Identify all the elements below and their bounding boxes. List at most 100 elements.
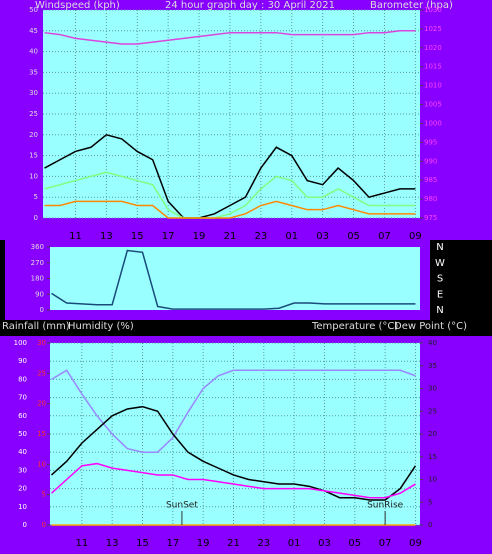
y-tick-label: 15 — [37, 430, 46, 438]
y-tick-label: 50 — [29, 6, 38, 14]
x-tick-label: 19 — [193, 231, 206, 242]
y-tick-label: 980 — [424, 195, 437, 203]
compass-label: E — [437, 289, 443, 300]
y-tick-label: 90 — [35, 290, 44, 298]
plot-area — [50, 247, 420, 310]
x-tick-label: 17 — [162, 231, 175, 242]
y-tick-label: 5 — [42, 491, 46, 499]
x-tick-label: 07 — [379, 538, 392, 549]
y3-label: Rainfall (mm) — [2, 321, 70, 332]
y-tick-label: 990 — [424, 157, 437, 165]
x-tick-label: 01 — [285, 231, 298, 242]
compass-label: N — [436, 305, 443, 316]
plot-area — [43, 10, 420, 218]
y-label: Windspeed (kph) — [35, 0, 120, 11]
y-tick-label: 10 — [29, 172, 38, 180]
x-tick-label: 05 — [348, 538, 361, 549]
y-tick-label: 80 — [18, 375, 27, 383]
y-tick-label: 1025 — [424, 25, 442, 33]
x-tick-label: 13 — [106, 538, 119, 549]
x-tick-label: 23 — [254, 231, 267, 242]
y-tick-label: 15 — [29, 152, 38, 160]
x-tick-label: 21 — [227, 538, 240, 549]
x-tick-label: 01 — [288, 538, 301, 549]
y-tick-label: 25 — [29, 110, 38, 118]
x-tick-label: 09 — [409, 231, 422, 242]
y-tick-label: 40 — [18, 448, 27, 456]
y-tick-label: 0 — [40, 306, 44, 314]
y-tick-label: 30 — [18, 466, 27, 474]
y-tick-label: 1030 — [424, 6, 442, 14]
y-tick-label: 90 — [18, 357, 27, 365]
series-line — [51, 405, 417, 501]
y-tick-label: 25 — [37, 369, 46, 377]
x-tick-label: 11 — [75, 538, 88, 549]
y-tick-label: 10 — [428, 476, 437, 484]
x-tick-label: 11 — [69, 231, 82, 242]
y-tick-label: 45 — [29, 27, 38, 35]
y-tick-label: 35 — [29, 68, 38, 76]
x-tick-label: 21 — [224, 231, 237, 242]
y-tick-label: 360 — [31, 243, 44, 251]
y-tick-label: 1000 — [424, 119, 442, 127]
x-tick-label: 13 — [100, 231, 113, 242]
y-tick-label: 40 — [428, 339, 437, 347]
y-tick-label: 20 — [29, 131, 38, 139]
y-tick-label: 20 — [37, 400, 46, 408]
x-tick-label: 03 — [318, 538, 331, 549]
x-tick-label: 17 — [166, 538, 179, 549]
y-tick-label: 995 — [424, 138, 437, 146]
y-tick-label: 70 — [18, 394, 27, 402]
series-line — [51, 369, 416, 453]
series-line — [44, 30, 416, 45]
compass-label: S — [437, 274, 443, 285]
y-tick-label: 1005 — [424, 101, 442, 109]
series-line — [44, 200, 416, 219]
x-tick-label: 03 — [316, 231, 329, 242]
y-tick-label: 20 — [428, 430, 437, 438]
y-tick-label: 30 — [29, 89, 38, 97]
x-tick-label: 05 — [347, 231, 360, 242]
y-tick-label: 5 — [34, 193, 38, 201]
y-tick-label: 60 — [18, 412, 27, 420]
y-tick-label: 20 — [18, 485, 27, 493]
y-tick-label: 35 — [428, 362, 437, 370]
y-tick-label: 1015 — [424, 63, 442, 71]
y-tick-label: 25 — [428, 407, 437, 415]
title: 24 hour graph day : 30 April 2021 — [165, 0, 335, 11]
y-tick-label: 1020 — [424, 44, 442, 52]
x-tick-label: 23 — [257, 538, 270, 549]
compass-label: W — [435, 258, 445, 269]
series-line — [44, 171, 416, 219]
x-tick-label: 15 — [131, 231, 144, 242]
y2-label: Barometer (hpa) — [370, 0, 453, 11]
y-tick-label: 5 — [428, 498, 432, 506]
y2-label: Dew Point (°C) — [394, 321, 467, 332]
y-tick-label: 10 — [18, 503, 27, 511]
y-tick-label: 0 — [42, 521, 46, 529]
y-tick-label: 0 — [23, 521, 27, 529]
y-tick-label: 100 — [14, 339, 27, 347]
y-tick-label: 975 — [424, 214, 437, 222]
y-tick-label: 40 — [29, 48, 38, 56]
y-tick-label: 30 — [37, 339, 46, 347]
y-tick-label: 0 — [428, 521, 432, 529]
y2-label: Temperature (°C) — [311, 321, 398, 332]
series-line — [44, 133, 416, 219]
annotation: SunRise — [367, 501, 404, 511]
y-tick-label: 15 — [428, 453, 437, 461]
x-tick-label: 15 — [136, 538, 149, 549]
x-tick-label: 19 — [197, 538, 210, 549]
x-tick-label: 09 — [409, 538, 422, 549]
y-tick-label: 1010 — [424, 82, 442, 90]
y-tick-label: 180 — [31, 275, 44, 283]
annotation: SunSet — [166, 501, 198, 511]
y-tick-label: 270 — [31, 259, 44, 267]
y-label: Humidity (%) — [68, 321, 134, 332]
series-line — [51, 462, 416, 499]
x-tick-label: 07 — [378, 231, 391, 242]
series-line — [51, 249, 416, 310]
compass-label: N — [436, 242, 443, 253]
y-tick-label: 50 — [18, 430, 27, 438]
